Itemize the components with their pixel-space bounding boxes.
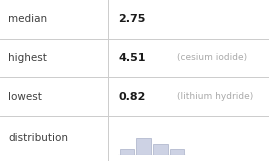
Text: lowest: lowest — [8, 92, 42, 102]
Text: (cesium iodide): (cesium iodide) — [177, 53, 247, 62]
Text: (lithium hydride): (lithium hydride) — [177, 92, 253, 101]
Text: highest: highest — [8, 53, 47, 63]
Text: 4.51: 4.51 — [118, 53, 146, 63]
Bar — [120, 149, 134, 155]
Bar — [153, 144, 168, 155]
Text: 2.75: 2.75 — [118, 14, 146, 24]
Bar — [136, 138, 151, 155]
Text: median: median — [8, 14, 47, 24]
Text: 0.82: 0.82 — [118, 92, 146, 102]
Bar — [170, 149, 184, 155]
Text: distribution: distribution — [8, 133, 68, 143]
